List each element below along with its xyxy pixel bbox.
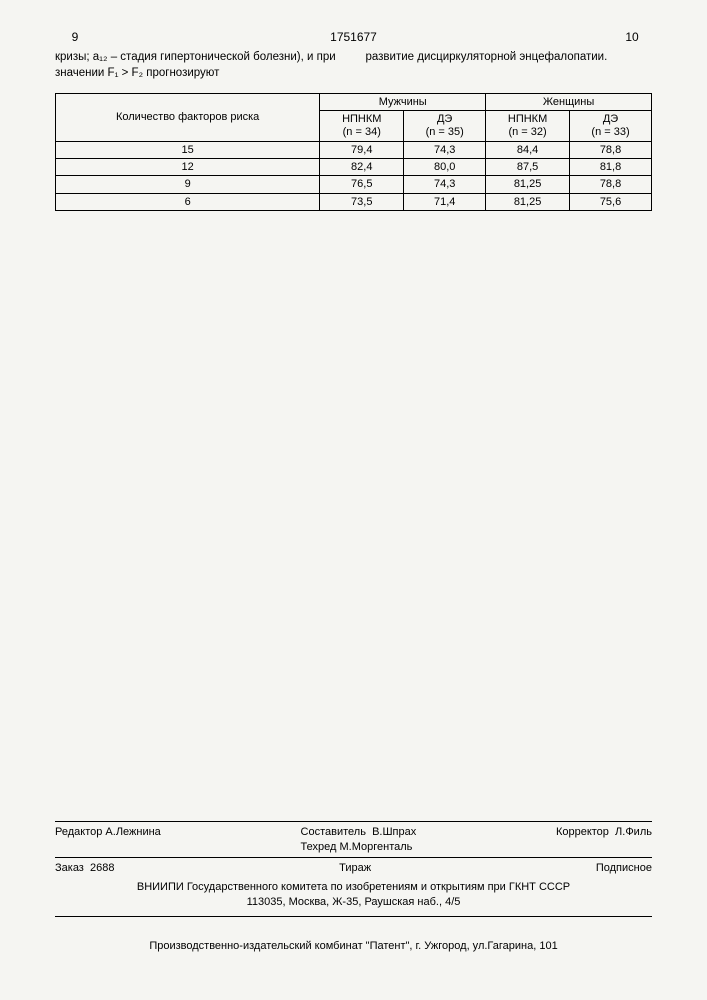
cell: 75,6 — [570, 193, 652, 210]
page-header: 9 1751677 10 — [55, 30, 652, 44]
body-paragraph: кризы; а₁₂ – стадия гипертонической боле… — [55, 50, 652, 81]
col-header-factors: Количество факторов риска — [56, 94, 320, 142]
data-table: Количество факторов риска Мужчины Женщин… — [55, 93, 652, 211]
page-number-right: 10 — [612, 30, 652, 44]
document-number: 1751677 — [95, 30, 612, 44]
subheader-men-npnkm: НПНКМ (n = 34) — [320, 111, 404, 141]
order-line: Заказ 2688 — [55, 861, 114, 876]
cell: 79,4 — [320, 141, 404, 158]
col-header-women: Женщины — [486, 94, 652, 111]
center-credits: Составитель В.Шпрах Техред М.Моргенталь — [301, 825, 417, 855]
subheader-men-de: ДЭ (n = 35) — [404, 111, 486, 141]
cell: 9 — [56, 176, 320, 193]
cell: 87,5 — [486, 158, 570, 175]
subheader-women-de: ДЭ (n = 33) — [570, 111, 652, 141]
editor-credit: Редактор А.Лежнина — [55, 825, 161, 855]
table-row: 6 73,5 71,4 81,25 75,6 — [56, 193, 652, 210]
cell: 78,8 — [570, 141, 652, 158]
cell: 12 — [56, 158, 320, 175]
table-row: 15 79,4 74,3 84,4 78,8 — [56, 141, 652, 158]
subheader-women-npnkm: НПНКМ (n = 32) — [486, 111, 570, 141]
imprint: ВНИИПИ Государственного комитета по изоб… — [55, 880, 652, 910]
corrector-credit: Корректор Л.Филь — [556, 825, 652, 855]
cell: 81,8 — [570, 158, 652, 175]
cell: 81,25 — [486, 176, 570, 193]
body-right-column: развитие дисциркуляторной энцефалопатии. — [366, 50, 653, 81]
tirage-line: Тираж — [339, 861, 371, 876]
cell: 82,4 — [320, 158, 404, 175]
cell: 73,5 — [320, 193, 404, 210]
cell: 78,8 — [570, 176, 652, 193]
cell: 71,4 — [404, 193, 486, 210]
col-header-men: Мужчины — [320, 94, 486, 111]
cell: 15 — [56, 141, 320, 158]
cell: 80,0 — [404, 158, 486, 175]
cell: 76,5 — [320, 176, 404, 193]
cell: 6 — [56, 193, 320, 210]
cell: 84,4 — [486, 141, 570, 158]
subscription-line: Подписное — [596, 861, 652, 876]
cell: 74,3 — [404, 176, 486, 193]
table-row: 12 82,4 80,0 87,5 81,8 — [56, 158, 652, 175]
cell: 74,3 — [404, 141, 486, 158]
publisher-line: Производственно-издательский комбинат "П… — [55, 940, 652, 952]
footer-block: Редактор А.Лежнина Составитель В.Шпрах Т… — [55, 818, 652, 920]
page-number-left: 9 — [55, 30, 95, 44]
body-left-column: кризы; а₁₂ – стадия гипертонической боле… — [55, 50, 342, 81]
cell: 81,25 — [486, 193, 570, 210]
table-row: 9 76,5 74,3 81,25 78,8 — [56, 176, 652, 193]
